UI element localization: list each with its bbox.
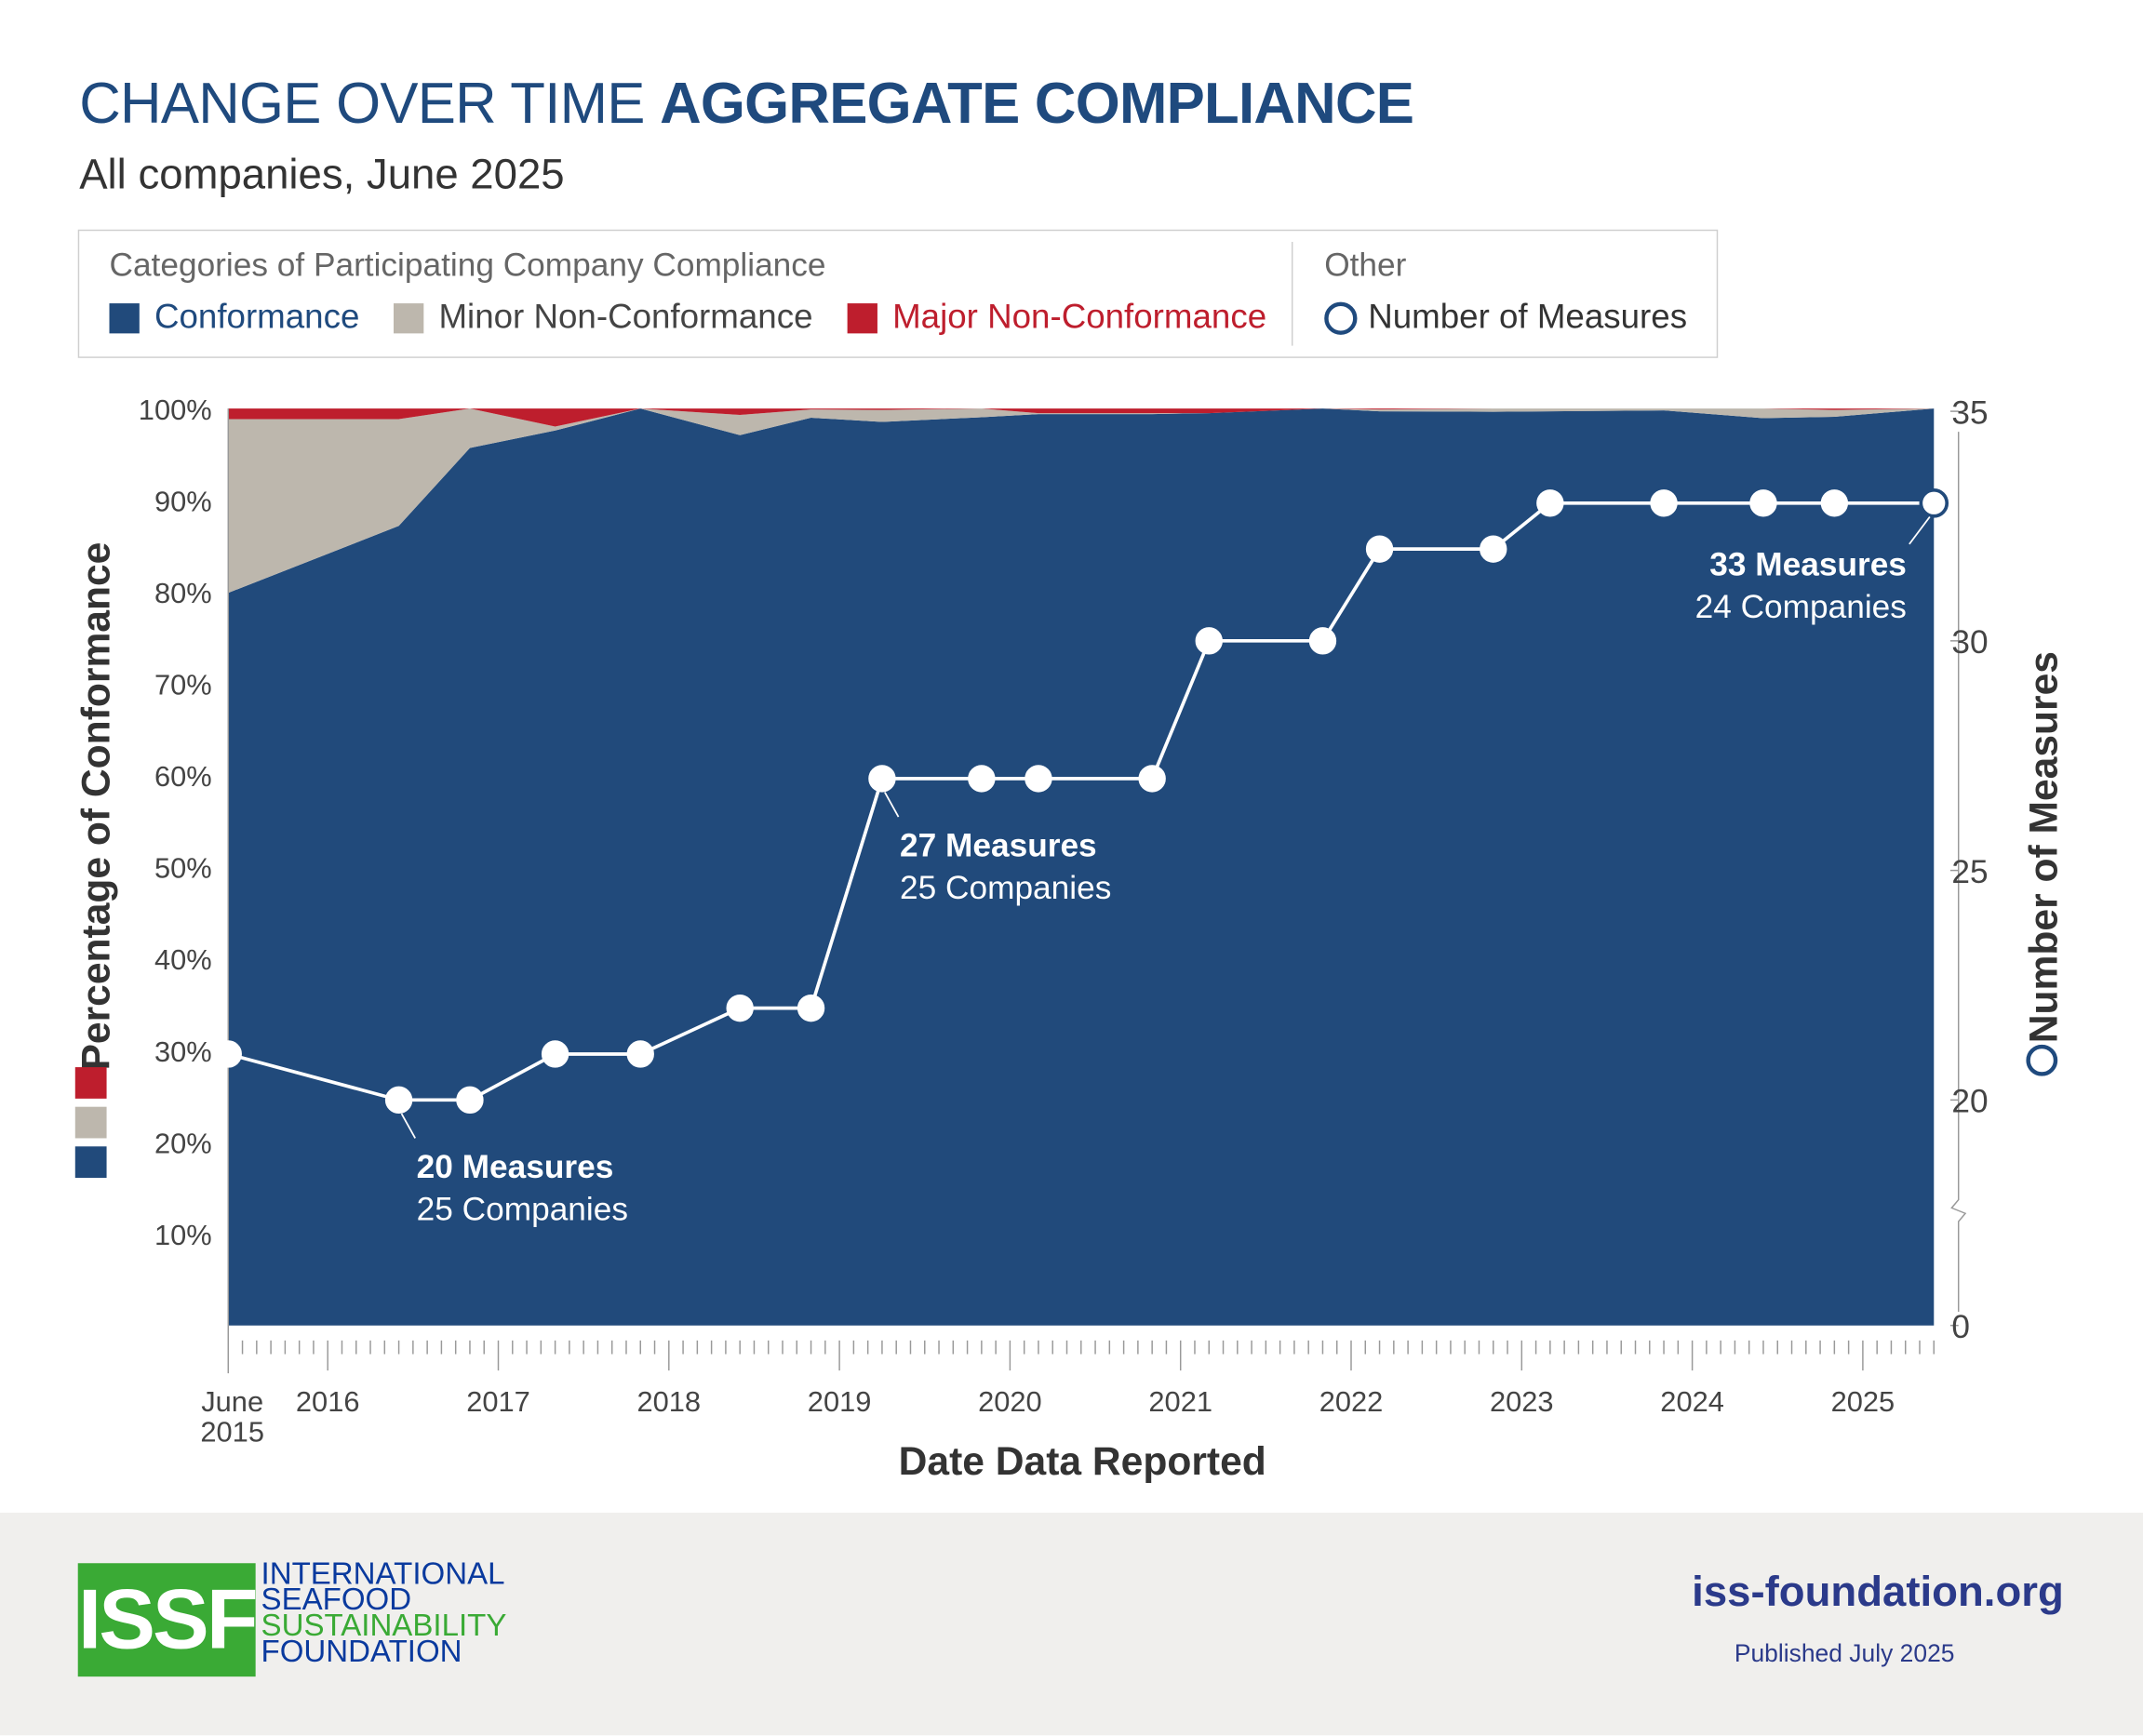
annotation-measures: 33 Measures <box>1709 547 1907 583</box>
x-tick-label: 2018 <box>637 1385 702 1418</box>
y2-tick-label: 35 <box>1951 394 1988 431</box>
measures-line <box>227 501 1935 1102</box>
measures-point <box>626 1040 654 1068</box>
measures-point <box>384 1086 413 1115</box>
annotation-companies: 25 Companies <box>900 870 1111 906</box>
y2-axis-label: Number of Measures <box>2021 651 2066 1043</box>
y-tick-label: 60% <box>154 760 212 793</box>
x-tick-label: 2019 <box>808 1385 872 1418</box>
measures-point <box>1820 489 1849 517</box>
logo-line: INTERNATIONAL <box>261 1556 505 1591</box>
annotation-leader <box>884 792 900 818</box>
y-axis-label: Percentage of Conformance <box>74 542 119 1071</box>
minor-swatch-icon <box>394 302 424 333</box>
area-minor-nonconformance <box>228 408 1935 594</box>
y-tick-label: 90% <box>154 485 212 517</box>
chart-title: CHANGE OVER TIME AGGREGATE COMPLIANCE <box>79 71 1414 137</box>
legend-group-title: Categories of Participating Company Comp… <box>109 247 826 285</box>
annotation-leader <box>400 1113 416 1139</box>
major-swatch-icon <box>74 1067 107 1099</box>
x-tick-label: June <box>201 1385 263 1418</box>
circle-outline-icon <box>2026 1044 2058 1076</box>
logo-wordmark: INTERNATIONAL SEAFOOD SUSTAINABILITY FOU… <box>261 1556 507 1669</box>
measures-point <box>968 765 996 793</box>
x-tick-label: 2024 <box>1660 1385 1724 1418</box>
legend-label: Conformance <box>154 298 360 337</box>
measures-point <box>214 1040 242 1068</box>
annotation-leader <box>1909 515 1931 545</box>
published-date: Published July 2025 <box>1734 1639 1955 1667</box>
x-tick-label: 2022 <box>1319 1385 1384 1418</box>
website-link[interactable]: iss-foundation.org <box>1692 1567 2064 1616</box>
x-tick-label: 2020 <box>978 1385 1042 1418</box>
minor-swatch-icon <box>74 1106 107 1139</box>
measures-point <box>1480 535 1507 563</box>
x-tick-label: 2015 <box>200 1416 264 1449</box>
measures-point <box>1025 765 1052 793</box>
title-bold: AGGREGATE COMPLIANCE <box>660 71 1414 136</box>
annotation-measures: 27 Measures <box>900 828 1097 864</box>
legend-label: Minor Non-Conformance <box>438 298 813 337</box>
measures-point <box>1919 488 1949 518</box>
logo-text: ISSF <box>77 1572 259 1667</box>
measures-point <box>456 1086 484 1115</box>
measures-point <box>726 994 754 1022</box>
y-tick-label: 70% <box>154 669 212 701</box>
x-tick-label: 2017 <box>466 1385 530 1418</box>
measures-point <box>1536 489 1564 517</box>
legend-label: Major Non-Conformance <box>892 298 1267 337</box>
x-tick-label: 2021 <box>1148 1385 1212 1418</box>
measures-point <box>1138 765 1166 793</box>
legend-label: Number of Measures <box>1368 298 1688 337</box>
measures-point <box>1650 489 1678 517</box>
y-tick-label: 20% <box>154 1127 212 1159</box>
area-conformance <box>228 408 1935 1326</box>
y-tick-label: 40% <box>154 943 212 976</box>
conformance-swatch-icon <box>74 1146 107 1179</box>
measures-point <box>541 1040 569 1068</box>
conformance-swatch-icon <box>109 302 140 333</box>
legend-item-minor: Minor Non-Conformance <box>394 298 812 338</box>
logo-line: SEAFOOD <box>261 1582 412 1617</box>
x-axis-label: Date Data Reported <box>899 1439 1266 1484</box>
y2-tick-label: 30 <box>1951 624 1988 661</box>
circle-outline-icon <box>1324 300 1358 335</box>
measures-point <box>797 994 825 1022</box>
title-regular: CHANGE OVER TIME <box>79 71 645 136</box>
chart-svg: 10%20%30%40%50%60%70%80%90%100%020253035… <box>74 394 2067 1484</box>
legend: Categories of Participating Company Comp… <box>77 229 1719 358</box>
measures-point <box>1308 627 1337 655</box>
measures-point <box>1365 535 1394 563</box>
y-tick-label: 10% <box>154 1219 212 1251</box>
chart-subtitle: All companies, June 2025 <box>79 150 565 198</box>
legend-item-conformance: Conformance <box>109 298 360 338</box>
legend-group-title-other: Other <box>1324 247 1407 285</box>
y2-tick-label: 25 <box>1951 854 1988 890</box>
issf-logo: ISSF <box>77 1563 259 1677</box>
area-major-nonconformance <box>228 408 1935 427</box>
logo-line: SUSTAINABILITY <box>261 1608 507 1643</box>
annotation-companies: 25 Companies <box>417 1192 628 1228</box>
logo-line: FOUNDATION <box>261 1634 462 1669</box>
measures-point <box>1195 627 1223 655</box>
measures-point <box>1749 489 1777 517</box>
annotation-measures: 20 Measures <box>417 1149 614 1185</box>
measures-point <box>868 765 896 793</box>
y2-axis-line <box>1950 432 1967 1312</box>
major-swatch-icon <box>847 302 877 333</box>
legend-item-major: Major Non-Conformance <box>847 298 1267 338</box>
legend-item-measures: Number of Measures <box>1324 298 1687 338</box>
y-tick-label: 80% <box>154 577 212 609</box>
y2-tick-label: 20 <box>1951 1084 1988 1120</box>
y-tick-label: 50% <box>154 852 212 885</box>
x-tick-label: 2023 <box>1490 1385 1554 1418</box>
footer: ISSF INTERNATIONAL SEAFOOD SUSTAINABILIT… <box>0 1512 2143 1736</box>
y-tick-label: 100% <box>139 394 212 426</box>
x-tick-label: 2025 <box>1831 1385 1895 1418</box>
x-tick-label: 2016 <box>296 1385 360 1418</box>
y-tick-label: 30% <box>154 1035 212 1068</box>
y2-tick-label: 0 <box>1951 1309 1970 1345</box>
annotation-companies: 24 Companies <box>1695 589 1907 625</box>
